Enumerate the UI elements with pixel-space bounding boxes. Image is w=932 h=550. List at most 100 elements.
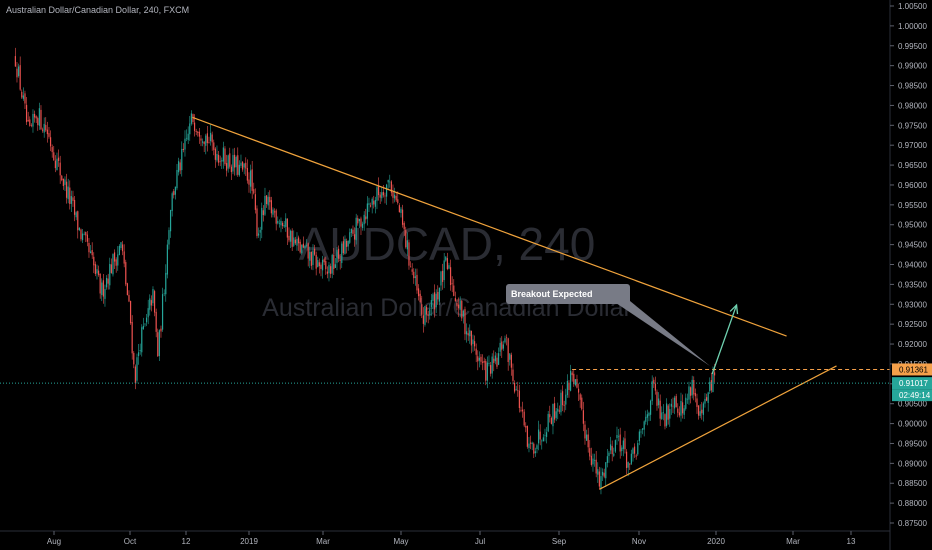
candle <box>326 266 328 279</box>
candle <box>214 147 216 168</box>
projection-arrow-head <box>729 303 739 315</box>
callout-pointer <box>613 301 710 366</box>
candle <box>197 130 199 137</box>
candle <box>689 386 692 404</box>
candle <box>163 289 165 297</box>
candle <box>168 227 170 250</box>
candle <box>376 186 378 210</box>
candle <box>392 184 394 204</box>
candle <box>177 157 180 176</box>
candle <box>181 141 183 177</box>
candle <box>264 187 266 217</box>
candle <box>589 440 591 461</box>
candle <box>347 240 349 251</box>
candle <box>273 208 276 218</box>
annotation-callout[interactable]: Breakout Expected <box>506 284 710 366</box>
descending-resistance-trendline[interactable] <box>192 116 787 337</box>
price-tick-label: 0.94500 <box>898 241 927 250</box>
candle <box>158 329 160 362</box>
candle <box>25 96 28 126</box>
candle <box>245 157 247 176</box>
candle <box>131 315 133 360</box>
candle <box>237 147 239 177</box>
candle <box>501 336 503 358</box>
candle <box>345 238 348 254</box>
candle <box>670 398 672 415</box>
candle <box>339 254 341 270</box>
candle <box>157 328 159 357</box>
candle <box>622 437 624 457</box>
projection-arrow[interactable] <box>711 304 738 375</box>
candle <box>424 305 426 327</box>
candle <box>552 403 554 435</box>
candle <box>614 439 616 453</box>
price-tick-label: 0.90500 <box>898 400 927 409</box>
candle <box>553 396 556 423</box>
candle <box>371 197 373 214</box>
candle <box>464 306 466 341</box>
price-axis[interactable]: 1.00500 1.00000 0.99500 0.99000 0.98500 0.980… <box>889 0 932 550</box>
candle <box>80 228 82 242</box>
candle <box>333 248 335 276</box>
candle <box>341 241 343 269</box>
candle <box>352 225 354 236</box>
candle <box>81 228 84 243</box>
candle <box>550 416 552 425</box>
candle <box>393 187 396 203</box>
candle <box>251 160 253 199</box>
candle <box>470 330 472 354</box>
candle <box>160 325 162 338</box>
candle <box>509 353 511 366</box>
candle <box>446 252 448 271</box>
candle <box>40 105 42 131</box>
time-tick-label: 12 <box>182 537 191 546</box>
candle <box>645 410 647 425</box>
candle <box>547 411 549 433</box>
candle <box>270 196 272 218</box>
candle <box>65 173 68 204</box>
ascending-support-trendline[interactable] <box>599 365 837 490</box>
candle <box>166 239 168 279</box>
candle <box>259 226 261 241</box>
candle <box>277 216 279 225</box>
price-label-current: 0.91017 <box>892 377 932 390</box>
candle <box>309 246 311 269</box>
candle <box>435 289 437 314</box>
candle <box>139 343 141 355</box>
candle <box>121 240 124 256</box>
candle <box>313 244 316 256</box>
candle <box>357 215 359 226</box>
candle <box>688 381 690 405</box>
candle <box>686 393 688 404</box>
time-axis[interactable]: Aug Oct 12 2019 Mar May Jul Sep Nov 2020 Mar 13 <box>0 530 890 546</box>
candles-layer <box>14 47 716 495</box>
time-tick-label: 2019 <box>240 537 258 546</box>
candle <box>390 180 392 197</box>
candle <box>422 307 424 333</box>
candle <box>496 353 498 369</box>
candle <box>56 152 58 171</box>
candle <box>147 299 149 325</box>
candle <box>301 244 303 255</box>
candle <box>297 235 300 251</box>
price-tick-label: 1.00000 <box>898 22 927 31</box>
price-tick-label: 0.93000 <box>898 300 927 309</box>
candle <box>75 211 77 221</box>
candle <box>483 357 485 371</box>
candle <box>592 453 594 472</box>
candle <box>336 246 338 271</box>
candle <box>659 394 661 427</box>
price-tick-label: 0.89500 <box>898 439 927 448</box>
price-tick-label: 0.95000 <box>898 221 927 230</box>
drawings-layer[interactable] <box>0 116 890 490</box>
candle <box>134 364 136 390</box>
candle <box>211 131 213 151</box>
candle <box>528 436 530 453</box>
candle <box>190 110 192 126</box>
candle <box>321 255 324 279</box>
candle <box>582 401 584 432</box>
candle <box>416 268 418 294</box>
candle <box>184 130 186 157</box>
candle <box>608 450 610 463</box>
